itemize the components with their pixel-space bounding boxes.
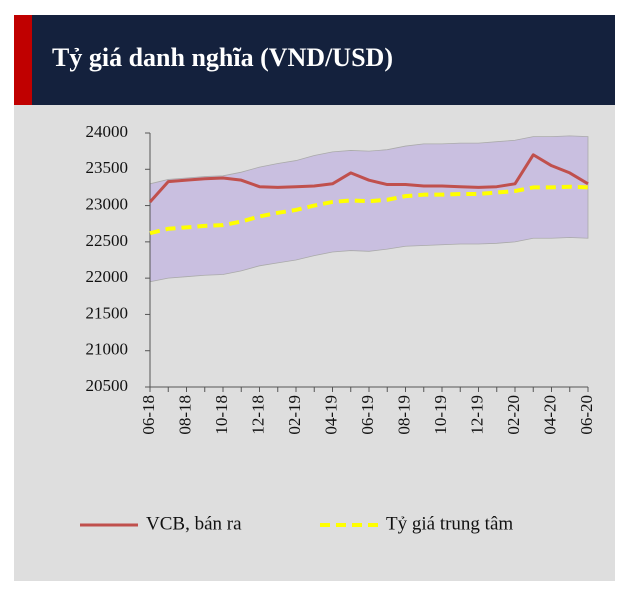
y-tick-label: 24000 [86, 122, 129, 141]
y-tick-label: 22000 [86, 267, 129, 286]
y-tick-label: 22500 [86, 231, 129, 250]
y-tick-label: 20500 [86, 376, 129, 395]
x-tick-label: 12-18 [248, 395, 267, 435]
x-tick-label: 12-19 [467, 395, 486, 435]
line [148, 153, 589, 203]
panel [14, 15, 615, 581]
x-tick-label: 06-18 [139, 395, 158, 435]
legend-label: VCB, bán ra [146, 513, 242, 534]
x-tick-label: 10-18 [212, 395, 231, 435]
band-area [149, 135, 589, 283]
y-tick-label: 23500 [86, 158, 129, 177]
chart-title: Tỷ giá danh nghĩa (VND/USD) [52, 43, 393, 72]
x-tick-label: 06-20 [577, 395, 596, 435]
y-tick-label: 21000 [86, 340, 129, 359]
x-tick-label: 06-19 [358, 395, 377, 435]
x-tick-label: 02-20 [504, 395, 523, 435]
accent [14, 15, 32, 105]
legend-label: Tỷ giá trung tâm [386, 513, 513, 534]
y-tick-label: 21500 [86, 303, 129, 322]
line [149, 184, 589, 236]
x-tick-label: 04-19 [321, 395, 340, 435]
y-tick-label: 23000 [86, 194, 129, 213]
x-tick-label: 08-18 [175, 395, 194, 435]
x-tick-label: 08-19 [394, 395, 413, 435]
x-tick-label: 10-19 [431, 395, 450, 435]
header [32, 15, 615, 105]
x-tick-label: 02-19 [285, 395, 304, 435]
x-tick-label: 04-20 [540, 395, 559, 435]
